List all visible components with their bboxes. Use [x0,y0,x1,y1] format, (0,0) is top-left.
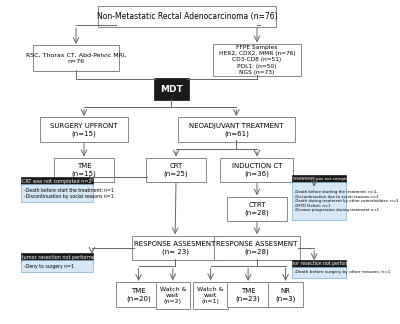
Text: TME
(n=20): TME (n=20) [126,288,151,302]
FancyBboxPatch shape [214,236,300,260]
Text: Watch &
wait
(n=1): Watch & wait (n=1) [197,287,224,304]
Text: Induction treatment was not completed n=8: Induction treatment was not completed n=… [273,177,365,181]
Text: CRT was not completed n=2: CRT was not completed n=2 [22,179,92,184]
Text: CTRT
(n=28): CTRT (n=28) [245,202,269,216]
FancyBboxPatch shape [116,282,162,307]
Text: NR
(n=3): NR (n=3) [275,288,296,302]
FancyBboxPatch shape [292,182,346,220]
FancyBboxPatch shape [22,177,92,185]
Text: Primary tumor resection not performed (n=1): Primary tumor resection not performed (n… [266,261,372,266]
Text: -Deny to surgery n=1: -Deny to surgery n=1 [24,263,74,269]
Text: SURGERY UPFRONT
(n=15): SURGERY UPFRONT (n=15) [50,122,118,137]
Text: Watch &
wait
(n=2): Watch & wait (n=2) [160,287,186,304]
FancyBboxPatch shape [33,45,119,71]
FancyBboxPatch shape [194,282,228,309]
Text: RESPONSE ASSESMENT
(n=28): RESPONSE ASSESMENT (n=28) [216,241,298,255]
FancyBboxPatch shape [292,175,346,183]
Text: -Death before surgery by other reasons: n=1: -Death before surgery by other reasons: … [294,271,391,274]
FancyBboxPatch shape [156,282,190,309]
FancyBboxPatch shape [212,44,302,76]
FancyBboxPatch shape [22,184,92,202]
Text: FFPE Samples
HER2, CDX2, MMR (n=76)
CD3-CD8 (n=51)
PDL1: (n=50)
NGS (n=73): FFPE Samples HER2, CDX2, MMR (n=76) CD3-… [219,45,295,75]
FancyBboxPatch shape [154,78,189,100]
FancyBboxPatch shape [146,158,206,182]
FancyBboxPatch shape [22,253,92,262]
Text: Primary tumor resection not performed (n=1): Primary tumor resection not performed (n… [1,255,113,260]
FancyBboxPatch shape [40,118,128,142]
FancyBboxPatch shape [178,118,295,142]
FancyBboxPatch shape [54,158,114,182]
FancyBboxPatch shape [227,197,287,221]
FancyBboxPatch shape [268,282,303,307]
Text: Non-Metastatic Rectal Adenocarcinoma (n=76): Non-Metastatic Rectal Adenocarcinoma (n=… [97,12,278,21]
FancyBboxPatch shape [132,236,218,260]
FancyBboxPatch shape [292,267,346,278]
Text: RSC, Thorax CT, Abd-Pelvic MRI,
n=76: RSC, Thorax CT, Abd-Pelvic MRI, n=76 [26,53,126,64]
Text: TME
(n=15): TME (n=15) [72,163,96,177]
Text: -Death before start the treatment: n=1
-Discontinuation by social reasons n=1: -Death before start the treatment: n=1 -… [24,188,114,199]
Text: TME
(n=23): TME (n=23) [236,288,260,302]
FancyBboxPatch shape [22,260,92,272]
FancyBboxPatch shape [228,282,269,307]
Text: NEOADJUVANT TREATMENT
(n=61): NEOADJUVANT TREATMENT (n=61) [189,122,284,137]
Text: MDT: MDT [160,85,183,94]
Text: RESPONSE ASSESMENT
(n= 23): RESPONSE ASSESMENT (n= 23) [134,241,216,255]
Text: INDUCTION CT
(n=36): INDUCTION CT (n=36) [232,163,282,177]
Text: CRT
(n=25): CRT (n=25) [164,163,188,177]
FancyBboxPatch shape [292,260,346,268]
Text: -Death before starting the treatment: n=1,
-Discontinuation due to social reason: -Death before starting the treatment: n=… [294,190,399,213]
FancyBboxPatch shape [220,158,294,182]
FancyBboxPatch shape [98,6,276,27]
